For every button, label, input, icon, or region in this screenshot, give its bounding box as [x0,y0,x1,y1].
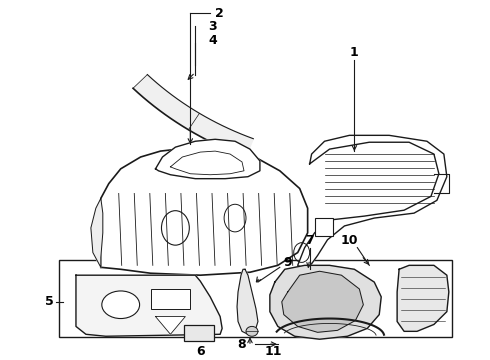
Polygon shape [133,75,253,157]
Text: 9: 9 [283,256,292,269]
Text: 1: 1 [350,46,359,59]
Bar [59,260,452,337]
Bar [315,218,333,236]
Ellipse shape [246,327,258,336]
Polygon shape [101,147,308,275]
Polygon shape [91,198,103,267]
FancyBboxPatch shape [184,325,214,341]
Text: 8: 8 [238,338,246,351]
Text: 5: 5 [45,295,53,308]
Text: 7: 7 [305,234,314,247]
Polygon shape [270,265,381,339]
Polygon shape [298,135,447,269]
Text: 6: 6 [196,345,204,357]
Polygon shape [155,316,185,334]
Ellipse shape [102,291,140,319]
Text: 10: 10 [341,234,358,247]
Text: 11: 11 [265,345,282,357]
Text: 4: 4 [208,34,217,47]
Polygon shape [397,265,449,331]
Polygon shape [155,139,260,179]
Polygon shape [282,271,363,332]
Text: 3: 3 [208,19,217,32]
Text: 2: 2 [215,7,224,20]
Bar [150,289,190,309]
Polygon shape [237,269,258,334]
Polygon shape [76,275,222,336]
